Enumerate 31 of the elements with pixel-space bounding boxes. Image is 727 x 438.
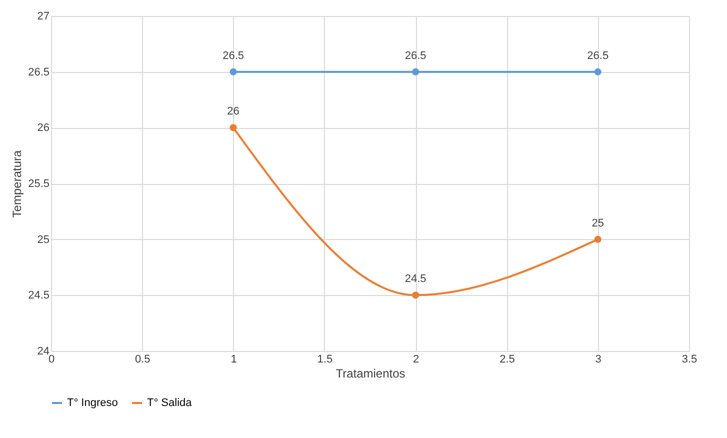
y-tick-label: 24 (37, 346, 50, 358)
y-tick-label: 25 (37, 234, 50, 246)
point (412, 68, 420, 76)
x-tick-label: 0 (48, 354, 55, 366)
x-tick-label: 1 (230, 354, 237, 366)
x-axis-title: Tratamientos (336, 366, 406, 380)
point (230, 68, 237, 76)
point (230, 124, 237, 132)
x-tick-label: 2 (413, 354, 420, 366)
y-tick-label: 24.5 (28, 290, 50, 302)
x-tick-label: 0.5 (134, 354, 150, 366)
data-label: 26.5 (404, 50, 426, 62)
point (594, 236, 602, 243)
point (594, 68, 602, 76)
legend-label: T° Salida (147, 397, 193, 409)
x-tick-label: 3 (595, 354, 602, 366)
data-label: 26.5 (587, 50, 609, 62)
data-label: 24.5 (404, 273, 426, 286)
y-tick-label: 27 (37, 10, 50, 22)
data-label: 26.5 (222, 50, 244, 62)
x-tick-label: 3.5 (682, 354, 698, 366)
y-tick-label: 26.5 (28, 66, 50, 78)
x-tick-label: 2.5 (500, 354, 515, 366)
data-label: 25 (592, 217, 604, 230)
x-tick-label: 1.5 (317, 354, 333, 366)
legend-label: T° Ingreso (67, 397, 118, 409)
y-tick-label: 25.5 (28, 178, 50, 190)
data-label: 26 (227, 106, 240, 118)
y-tick-label: 26 (37, 122, 50, 134)
point (412, 292, 420, 299)
y-axis-title: Temperatura (10, 150, 24, 218)
